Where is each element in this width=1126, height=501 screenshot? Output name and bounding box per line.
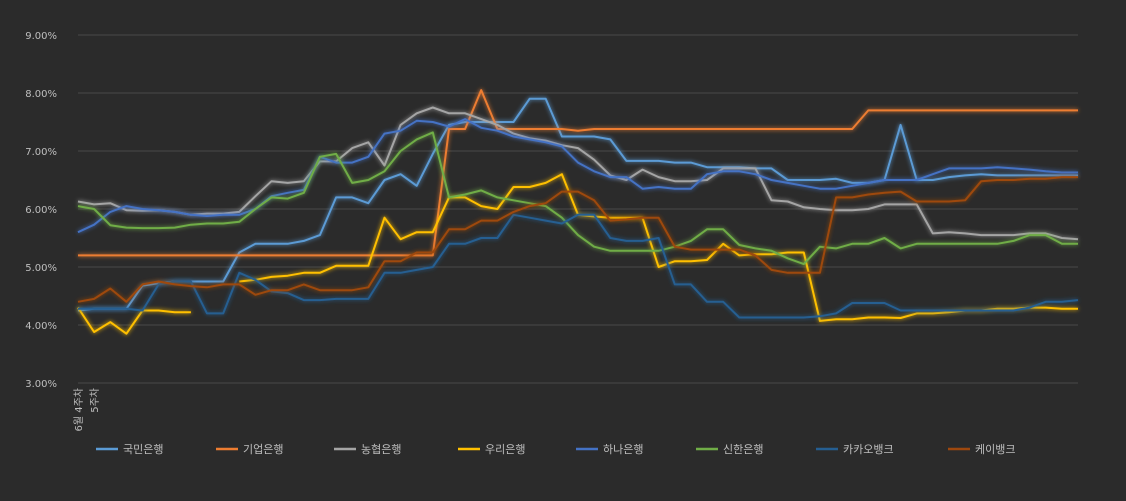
legend-item: 하나은행 [576, 442, 643, 456]
legend-label: 농협은행 [361, 443, 401, 456]
legend: 국민은행 기업은행 농협은행 우리은행 하나은행 신한은행 카카오뱅크 케이뱅크 [96, 442, 1015, 456]
series-line [77, 118, 1078, 234]
y-tick-label: 5.00% [25, 263, 57, 274]
legend-item: 농협은행 [334, 443, 401, 456]
series-1 [77, 97, 1078, 312]
legend-label: 신한은행 [723, 443, 763, 456]
legend-label: 우리은행 [485, 443, 525, 456]
y-tick-label: 9.00% [25, 31, 57, 42]
x-tick-label: 5주차 [89, 388, 101, 413]
y-tick-label: 3.00% [25, 379, 57, 390]
x-axis-ticks: 6월 4주차 5주차 [73, 388, 101, 432]
series-line [78, 213, 1079, 319]
legend-label: 카카오뱅크 [843, 443, 894, 456]
legend-label: 기업은행 [243, 443, 283, 456]
legend-label: 케이뱅크 [975, 443, 1015, 456]
series-3 [77, 106, 1079, 241]
legend-item: 신한은행 [696, 443, 763, 456]
legend-label: 국민은행 [123, 443, 163, 456]
series-5 [77, 118, 1078, 234]
series-line [77, 176, 1078, 303]
series-line [77, 97, 1078, 312]
series-lines [77, 89, 1079, 335]
series-7 [78, 213, 1079, 319]
y-tick-label: 4.00% [25, 321, 57, 332]
series-8 [77, 176, 1078, 303]
y-axis-ticks: 3.00% 4.00% 5.00% 6.00% 7.00% 8.00% 9.00% [25, 31, 57, 390]
legend-item: 케이뱅크 [948, 443, 1015, 456]
series-line [78, 89, 1078, 257]
series-4 [77, 173, 1078, 335]
series-6 [77, 131, 1078, 266]
gridlines [78, 34, 1078, 384]
x-tick-label: 6월 4주차 [73, 388, 85, 432]
series-line [77, 131, 1078, 266]
legend-item: 기업은행 [216, 443, 283, 456]
y-tick-label: 7.00% [25, 147, 57, 158]
y-tick-label: 8.00% [25, 89, 57, 100]
legend-item: 카카오뱅크 [816, 443, 894, 456]
series-line [77, 106, 1079, 241]
series-2 [78, 89, 1078, 257]
legend-item: 우리은행 [458, 443, 525, 456]
legend-label: 하나은행 [603, 442, 643, 456]
series-line [77, 173, 1078, 335]
legend-item: 국민은행 [96, 443, 163, 456]
y-tick-label: 6.00% [25, 205, 57, 216]
